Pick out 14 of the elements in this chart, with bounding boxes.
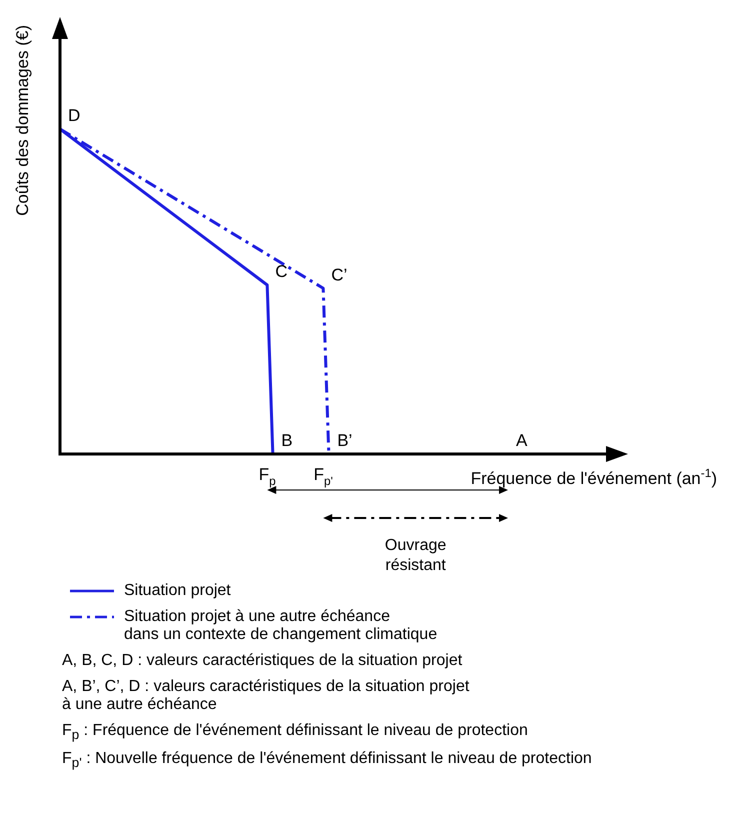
text: A, B, C, D : valeurs caractéristiques de la situation projet bbox=[62, 652, 464, 670]
text: Ouvrage résistant bbox=[384, 537, 446, 574]
legend-label: Situation projet à une autre échéance dans un contexte de changement climatique bbox=[124, 608, 438, 644]
annotation: C bbox=[275, 262, 288, 281]
legend-label: Situation projet bbox=[124, 582, 231, 600]
annotation: C’ bbox=[331, 265, 348, 284]
text: F$_{p}$ : Fréquence de l'événement définissant le niveau de protection bbox=[62, 722, 529, 742]
annotation: B bbox=[281, 431, 293, 450]
text: A, B’, C’, D : valeurs caractéristiques de la situation projet à une autre échéance bbox=[62, 678, 470, 714]
text: D bbox=[68, 106, 80, 125]
y-axis-title: Coûts des dommages (€) bbox=[13, 24, 32, 216]
text: F$_{p'}$ : Nouvelle fréquence de l'événement définissant le niveau de protection bbox=[62, 750, 593, 770]
annotation: B’ bbox=[337, 431, 352, 450]
text: A bbox=[516, 431, 528, 450]
